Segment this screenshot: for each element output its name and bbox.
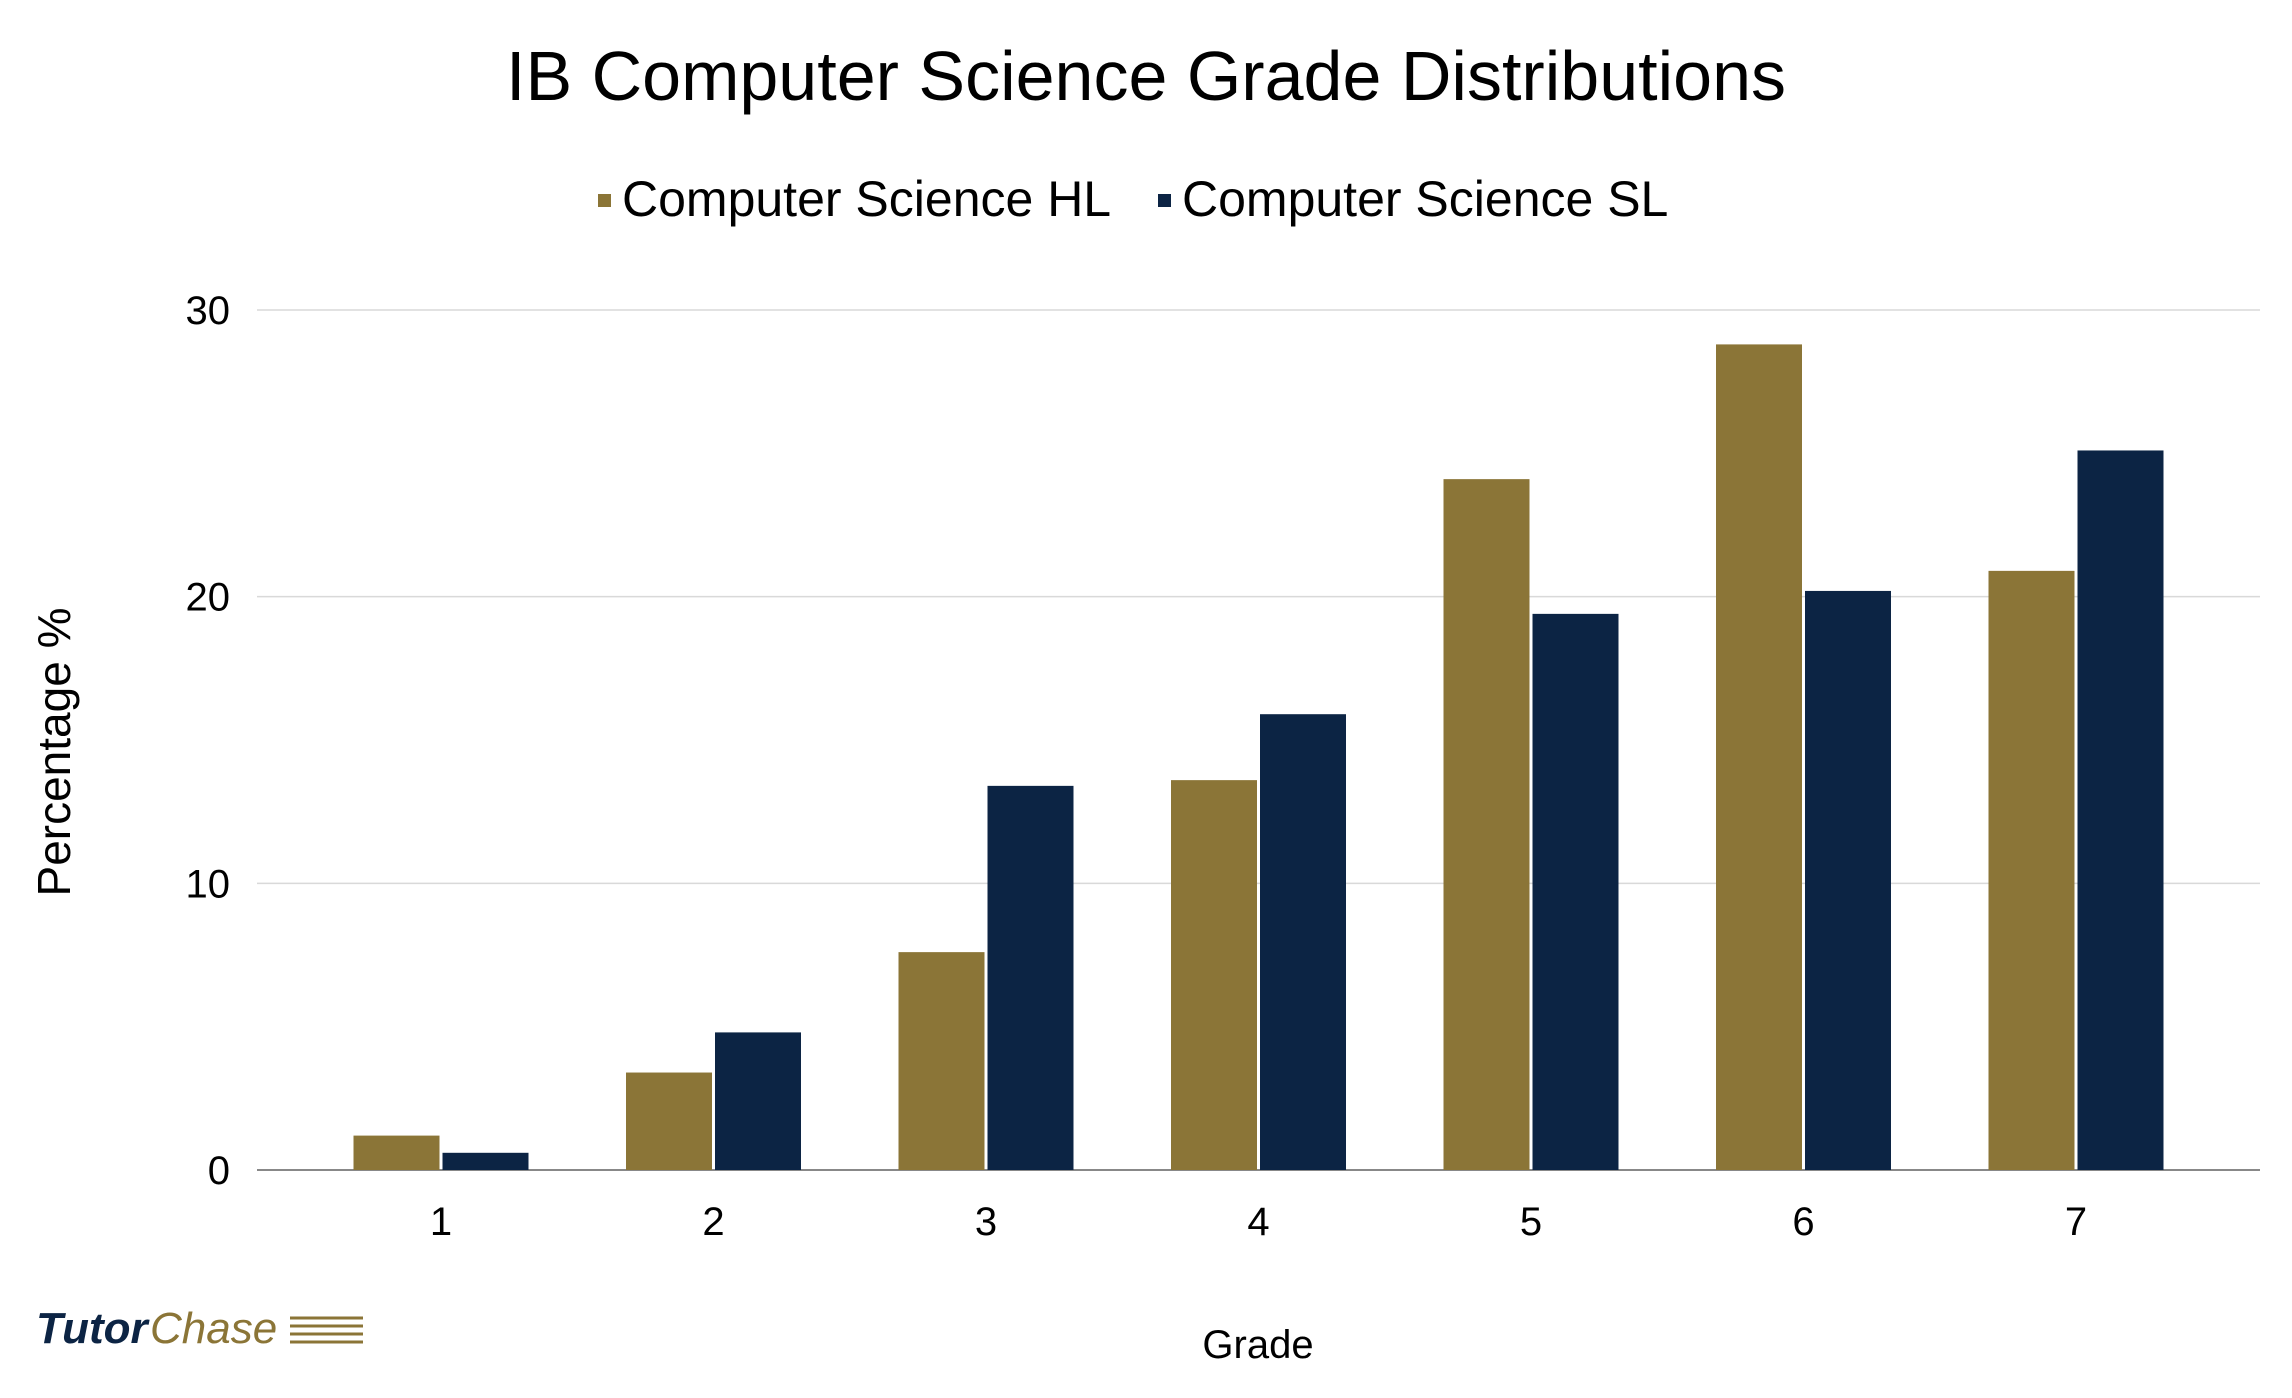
x-tick-label: 6 bbox=[1792, 1200, 1814, 1244]
legend-swatch bbox=[1158, 194, 1171, 207]
bar-sl-grade-7 bbox=[2077, 450, 2164, 1170]
bar-sl-grade-1 bbox=[442, 1152, 529, 1170]
y-axis-label: Percentage % bbox=[28, 608, 80, 897]
bar-hl-grade-7 bbox=[1988, 570, 2075, 1170]
bar-hl-grade-6 bbox=[1716, 344, 1802, 1170]
x-axis-label: Grade bbox=[1202, 1323, 1313, 1367]
x-tick-label: 7 bbox=[2065, 1200, 2087, 1244]
chart-title: IB Computer Science Grade Distributions bbox=[506, 37, 1786, 115]
y-tick-label: 20 bbox=[186, 576, 231, 620]
legend-label: Computer Science SL bbox=[1182, 171, 1668, 227]
y-tick-label: 0 bbox=[208, 1149, 230, 1193]
bar-hl-grade-1 bbox=[353, 1135, 440, 1170]
bar-hl-grade-4 bbox=[1171, 780, 1257, 1170]
tutorchase-logo: Tutor Chase bbox=[36, 1304, 363, 1353]
svg-text:Tutor: Tutor bbox=[36, 1304, 150, 1353]
x-tick-label: 5 bbox=[1520, 1200, 1542, 1244]
bar-hl-grade-5 bbox=[1443, 479, 1530, 1171]
x-tick-labels: 1 2 3 4 5 6 7 bbox=[430, 1200, 2087, 1244]
x-tick-label: 3 bbox=[975, 1200, 997, 1244]
legend-label: Computer Science HL bbox=[622, 171, 1111, 227]
bar-sl-grade-6 bbox=[1805, 590, 1891, 1170]
x-tick-label: 1 bbox=[430, 1200, 452, 1244]
y-tick-label: 30 bbox=[186, 289, 231, 333]
bar-hl-grade-3 bbox=[898, 952, 985, 1170]
x-tick-label: 4 bbox=[1247, 1200, 1269, 1244]
x-tick-label: 2 bbox=[702, 1200, 724, 1244]
y-tick-label: 10 bbox=[186, 862, 231, 906]
bar-hl-grade-2 bbox=[626, 1072, 712, 1170]
bar-sl-grade-5 bbox=[1532, 613, 1619, 1170]
legend: Computer Science HL Computer Science SL bbox=[598, 171, 1668, 227]
bar-sl-grade-4 bbox=[1260, 714, 1346, 1170]
bar-sl-grade-3 bbox=[987, 785, 1074, 1170]
gridlines: 0 10 20 30 bbox=[186, 289, 2260, 1193]
bar-sl-grade-2 bbox=[715, 1032, 801, 1170]
svg-text:Chase: Chase bbox=[150, 1304, 277, 1353]
legend-swatch bbox=[598, 194, 611, 207]
bars bbox=[353, 344, 2164, 1171]
